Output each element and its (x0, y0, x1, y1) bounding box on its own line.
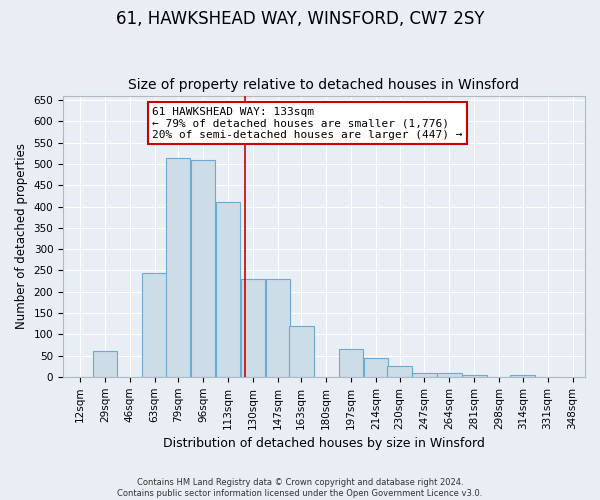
Text: 61 HAWKSHEAD WAY: 133sqm
← 79% of detached houses are smaller (1,776)
20% of sem: 61 HAWKSHEAD WAY: 133sqm ← 79% of detach… (152, 106, 463, 140)
Bar (412, 372, 437, 377)
Title: Size of property relative to detached houses in Winsford: Size of property relative to detached ho… (128, 78, 520, 92)
Bar (289, 326, 314, 377)
Bar (387, 366, 412, 377)
Bar (166, 158, 190, 377)
Text: Contains HM Land Registry data © Crown copyright and database right 2024.
Contai: Contains HM Land Registry data © Crown c… (118, 478, 482, 498)
Bar (462, 374, 487, 377)
Bar (511, 374, 535, 377)
Bar (266, 279, 290, 377)
Bar (437, 372, 461, 377)
Text: 61, HAWKSHEAD WAY, WINSFORD, CW7 2SY: 61, HAWKSHEAD WAY, WINSFORD, CW7 2SY (116, 10, 484, 28)
Bar (216, 202, 240, 377)
Bar (241, 279, 265, 377)
Bar (92, 352, 117, 377)
Bar (191, 160, 215, 377)
Bar (142, 272, 167, 377)
Bar (364, 358, 388, 377)
Bar (339, 349, 364, 377)
X-axis label: Distribution of detached houses by size in Winsford: Distribution of detached houses by size … (163, 437, 485, 450)
Y-axis label: Number of detached properties: Number of detached properties (15, 144, 28, 330)
